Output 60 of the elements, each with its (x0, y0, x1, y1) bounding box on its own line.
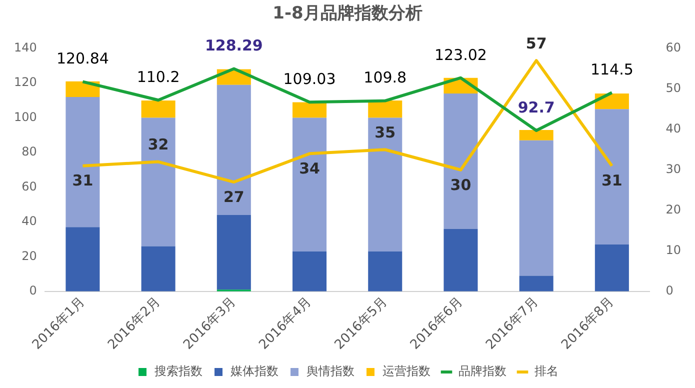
bar (216, 214, 251, 290)
legend-label: 排名 (534, 364, 558, 378)
data-label: 123.02 (434, 46, 487, 64)
data-label: 109.8 (364, 68, 407, 87)
data-label: 114.5 (590, 60, 634, 79)
data-label: 35 (374, 124, 396, 142)
y2-tick-label: 0 (666, 283, 674, 298)
data-label: 31 (601, 172, 622, 190)
bar (368, 100, 402, 118)
bar (292, 118, 327, 252)
bar (594, 109, 629, 244)
bar (594, 244, 629, 292)
data-label: 34 (299, 160, 320, 178)
y-tick-label: 60 (22, 179, 37, 194)
bar (66, 96, 100, 228)
y-tick-label: 100 (14, 110, 37, 124)
legend-label: 品牌指数 (458, 364, 506, 378)
data-label: 30 (450, 176, 472, 194)
data-label: 32 (148, 136, 169, 154)
bar (66, 227, 100, 292)
y-tick-label: 120 (14, 75, 37, 90)
y2-tick-label: 10 (666, 242, 682, 257)
bar (141, 246, 176, 292)
data-label: 128.29 (204, 36, 263, 55)
y-tick-label: 40 (22, 214, 37, 228)
legend-label: 媒体指数 (230, 364, 278, 378)
bar (141, 118, 176, 246)
data-label: 92.7 (518, 98, 555, 116)
y2-tick-label: 60 (666, 40, 682, 55)
y2-tick-label: 40 (666, 122, 682, 136)
bar (444, 94, 478, 229)
bar (519, 276, 554, 292)
y2-tick-label: 30 (666, 162, 682, 176)
bar (66, 81, 100, 97)
bar (216, 84, 251, 215)
chart-title: 1-8月品牌指数分析 (272, 4, 422, 24)
bar (519, 130, 554, 140)
data-label: 120.84 (56, 50, 109, 68)
data-label: 57 (526, 34, 547, 52)
y2-tick-label: 50 (666, 81, 682, 96)
bar (141, 100, 176, 118)
bar (292, 251, 327, 292)
data-label: 27 (223, 188, 244, 206)
bar (519, 140, 554, 276)
bar (292, 102, 327, 118)
legend-label: 搜索指数 (154, 364, 202, 378)
legend-label: 舆情指数 (306, 364, 354, 378)
y-tick-label: 140 (14, 40, 37, 55)
bar (368, 118, 402, 252)
y-tick-label: 80 (22, 144, 37, 159)
bar (594, 94, 629, 110)
legend-label: 运营指数 (382, 364, 430, 378)
bar (368, 251, 402, 292)
data-label: 110.2 (136, 68, 180, 86)
data-label: 31 (72, 172, 94, 190)
bar (444, 228, 478, 292)
y2-tick-label: 20 (666, 202, 682, 216)
y-tick-label: 0 (29, 283, 37, 298)
data-label: 109.03 (283, 70, 336, 88)
y-tick-label: 20 (22, 248, 37, 263)
